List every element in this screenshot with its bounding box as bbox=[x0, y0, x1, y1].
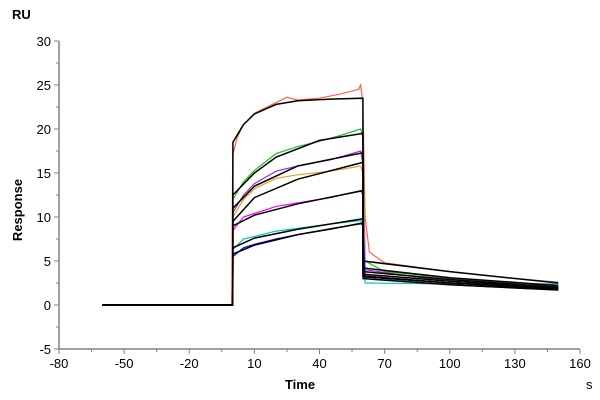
fit-curve bbox=[102, 222, 559, 306]
y-tick-label: 10 bbox=[37, 210, 51, 225]
data-curve bbox=[102, 128, 559, 306]
data-curve bbox=[102, 82, 559, 306]
x-tick-label: -80 bbox=[50, 356, 69, 371]
x-axis-title: Time bbox=[285, 377, 315, 392]
x-tick-label: 40 bbox=[312, 356, 326, 371]
x-tick-label: 100 bbox=[439, 356, 461, 371]
fit-curve bbox=[102, 189, 559, 306]
y-tick-label: 30 bbox=[37, 34, 51, 49]
y-tick-label: 5 bbox=[44, 254, 51, 269]
x-unit-label: s bbox=[586, 377, 593, 392]
y-unit-label: RU bbox=[12, 7, 31, 22]
x-tick-label: -50 bbox=[115, 356, 134, 371]
y-tick-label: -5 bbox=[39, 342, 51, 357]
x-tick-label: -20 bbox=[180, 356, 199, 371]
y-tick-label: 0 bbox=[44, 298, 51, 313]
y-tick-label: 25 bbox=[37, 78, 51, 93]
y-tick-label: 15 bbox=[37, 166, 51, 181]
x-tick-label: 10 bbox=[247, 356, 261, 371]
x-tick-label: 70 bbox=[377, 356, 391, 371]
y-tick-label: 20 bbox=[37, 122, 51, 137]
curves-layer bbox=[102, 82, 559, 306]
x-tick-label: 160 bbox=[569, 356, 591, 371]
fit-curve bbox=[102, 217, 559, 306]
fit-curve bbox=[102, 161, 559, 306]
data-curve bbox=[102, 189, 559, 306]
fit-curve bbox=[102, 97, 559, 306]
data-curve bbox=[102, 219, 559, 306]
x-tick-label: 130 bbox=[504, 356, 526, 371]
y-axis-title: Response bbox=[10, 179, 25, 241]
data-curve bbox=[102, 222, 559, 306]
